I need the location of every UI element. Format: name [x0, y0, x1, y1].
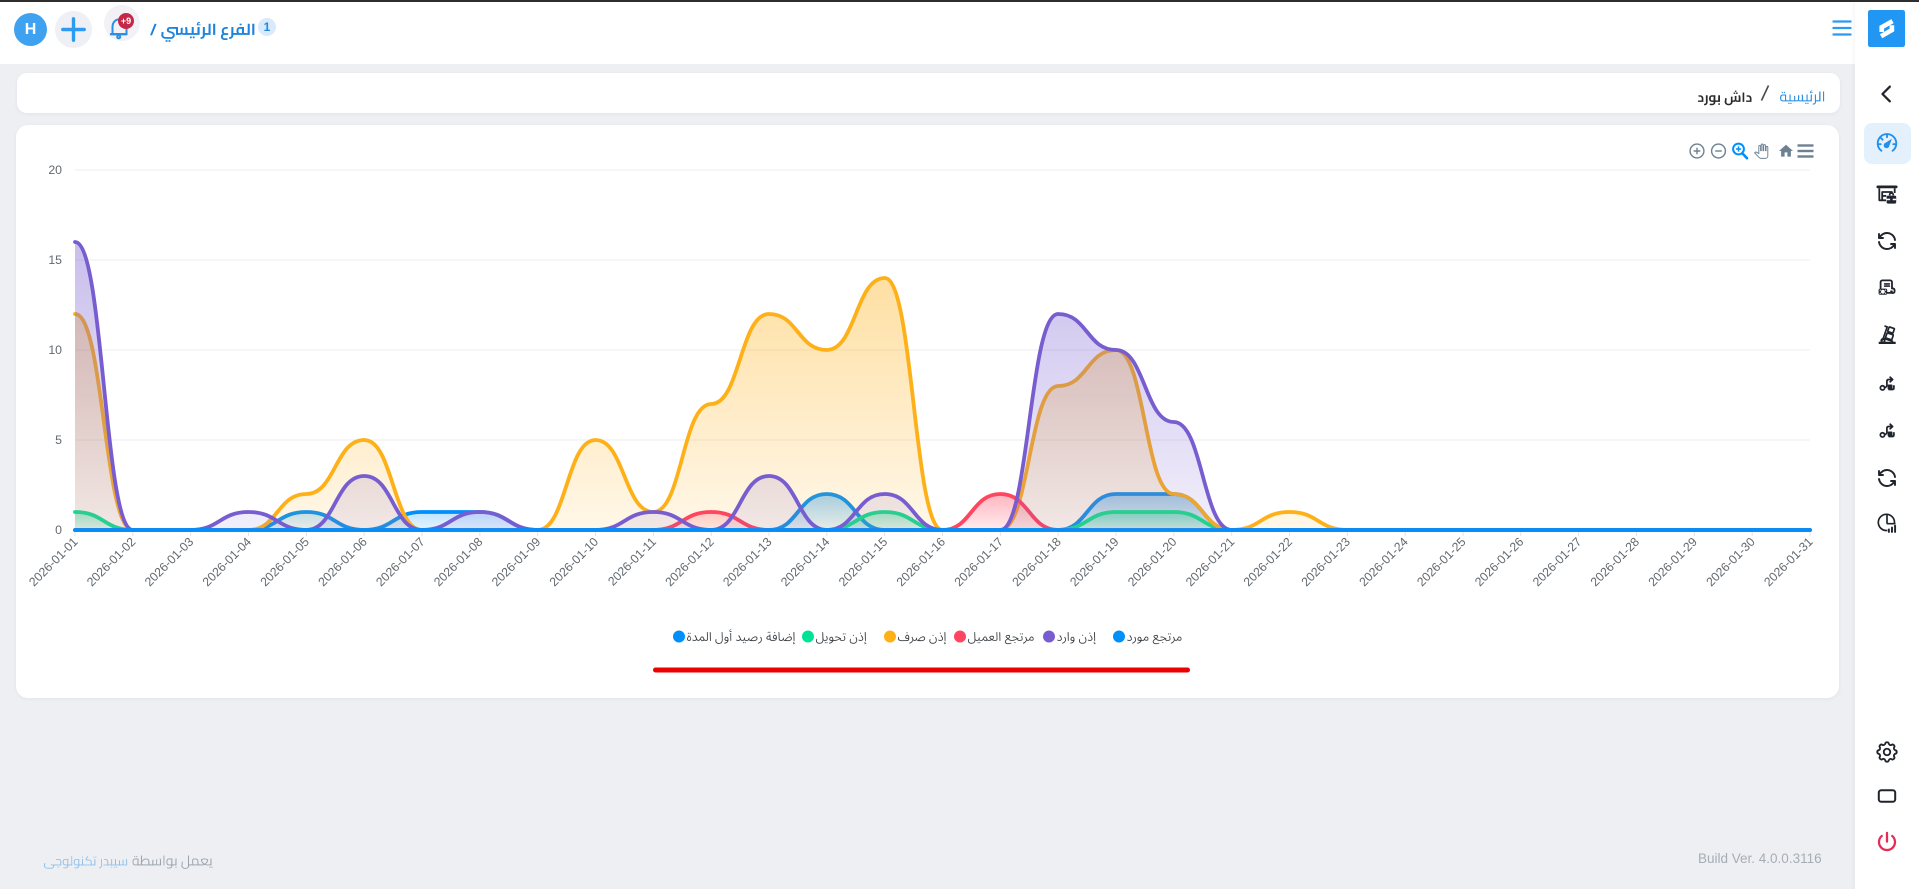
svg-text:10: 10: [48, 343, 62, 357]
svg-text:2026-01-03: 2026-01-03: [142, 535, 196, 589]
svg-text:2026-01-13: 2026-01-13: [720, 535, 774, 589]
svg-text:2026-01-04: 2026-01-04: [200, 535, 254, 589]
svg-text:20: 20: [48, 163, 62, 177]
svg-text:2026-01-22: 2026-01-22: [1241, 535, 1295, 589]
svg-text:2026-01-20: 2026-01-20: [1125, 535, 1179, 589]
svg-text:2026-01-14: 2026-01-14: [778, 535, 832, 589]
svg-text:2026-01-06: 2026-01-06: [315, 535, 369, 589]
svg-text:15: 15: [48, 253, 62, 267]
svg-text:2026-01-27: 2026-01-27: [1530, 535, 1584, 589]
svg-text:2026-01-19: 2026-01-19: [1067, 535, 1121, 589]
svg-text:5: 5: [55, 433, 62, 447]
svg-text:2026-01-09: 2026-01-09: [489, 535, 543, 589]
svg-text:2026-01-24: 2026-01-24: [1356, 535, 1410, 589]
svg-text:2026-01-26: 2026-01-26: [1472, 535, 1526, 589]
svg-text:2026-01-10: 2026-01-10: [547, 535, 601, 589]
svg-text:2026-01-11: 2026-01-11: [605, 535, 659, 589]
svg-text:2026-01-02: 2026-01-02: [84, 535, 138, 589]
svg-text:2026-01-08: 2026-01-08: [431, 535, 485, 589]
svg-text:0: 0: [55, 523, 62, 537]
svg-text:2026-01-12: 2026-01-12: [662, 535, 716, 589]
svg-text:2026-01-16: 2026-01-16: [894, 535, 948, 589]
svg-text:2026-01-01: 2026-01-01: [26, 535, 80, 589]
svg-text:2026-01-29: 2026-01-29: [1646, 535, 1700, 589]
svg-text:2026-01-07: 2026-01-07: [373, 535, 427, 589]
svg-text:2026-01-25: 2026-01-25: [1414, 535, 1468, 589]
svg-text:2026-01-23: 2026-01-23: [1299, 535, 1353, 589]
svg-text:2026-01-31: 2026-01-31: [1761, 535, 1815, 589]
svg-text:2026-01-15: 2026-01-15: [836, 535, 890, 589]
svg-text:2026-01-18: 2026-01-18: [1009, 535, 1063, 589]
svg-text:2026-01-28: 2026-01-28: [1588, 535, 1642, 589]
svg-text:2026-01-21: 2026-01-21: [1183, 535, 1237, 589]
svg-text:2026-01-30: 2026-01-30: [1703, 535, 1757, 589]
svg-text:2026-01-05: 2026-01-05: [258, 535, 312, 589]
svg-text:2026-01-17: 2026-01-17: [952, 535, 1006, 589]
